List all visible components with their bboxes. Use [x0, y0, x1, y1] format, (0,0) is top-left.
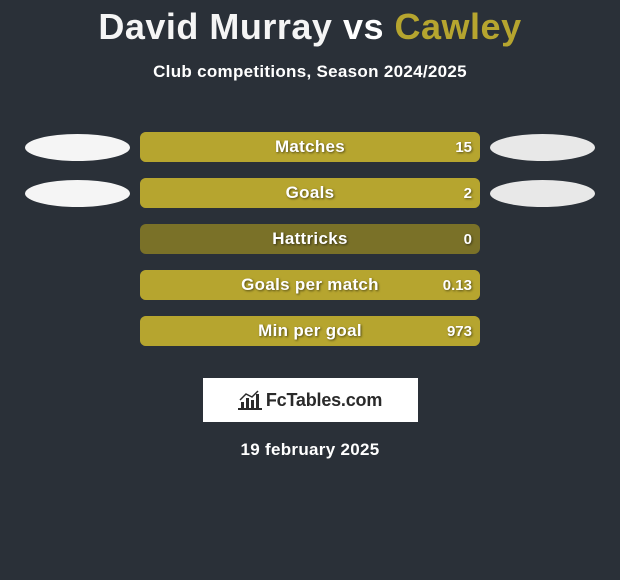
stat-row: Hattricks0 [0, 216, 620, 262]
player2-name: Cawley [395, 6, 522, 47]
stat-label: Min per goal [140, 316, 480, 346]
stats-chart: Matches15 Goals2 Hattricks0 Goals per match… [0, 124, 620, 354]
player1-ellipse [25, 134, 130, 161]
player1-name: David Murray [98, 6, 332, 47]
stat-value-player2: 973 [447, 316, 472, 346]
date-label: 19 february 2025 [0, 440, 620, 460]
vs-label: vs [343, 6, 384, 47]
stat-label: Goals per match [140, 270, 480, 300]
stat-row: Matches15 [0, 124, 620, 170]
player1-ellipse [25, 180, 130, 207]
stat-bar: Matches15 [140, 132, 480, 162]
chart-icon [238, 390, 262, 410]
stat-bar: Hattricks0 [140, 224, 480, 254]
stat-bar: Min per goal973 [140, 316, 480, 346]
stat-label: Matches [140, 132, 480, 162]
stat-bar: Goals2 [140, 178, 480, 208]
player2-ellipse [490, 180, 595, 207]
page-title: David Murray vs Cawley [0, 0, 620, 48]
stat-value-player2: 0.13 [443, 270, 472, 300]
stat-value-player2: 15 [455, 132, 472, 162]
stat-label: Hattricks [140, 224, 480, 254]
stat-row: Min per goal973 [0, 308, 620, 354]
logo-text: FcTables.com [266, 390, 382, 411]
stat-row: Goals2 [0, 170, 620, 216]
stat-value-player2: 2 [464, 178, 472, 208]
stat-bar: Goals per match0.13 [140, 270, 480, 300]
stat-label: Goals [140, 178, 480, 208]
subtitle: Club competitions, Season 2024/2025 [0, 62, 620, 82]
stat-value-player2: 0 [464, 224, 472, 254]
stat-row: Goals per match0.13 [0, 262, 620, 308]
player2-ellipse [490, 134, 595, 161]
logo-box: FcTables.com [203, 378, 418, 422]
